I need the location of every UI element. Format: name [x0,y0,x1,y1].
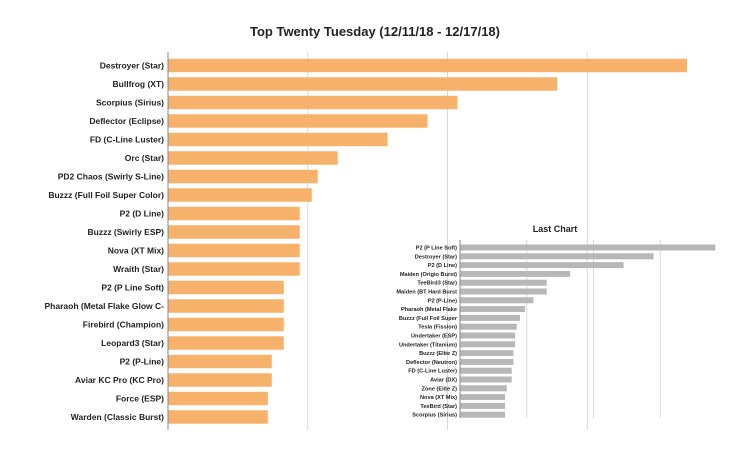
inset-bar [460,314,521,321]
inset-category-label: Buzzz (Full Foil Super [399,316,458,322]
inset-category-label: Buzzz (Elite Z) [419,351,457,357]
inset-category-label: FD (C-Line Luster) [408,369,457,375]
inset-category-label: Maiden (BT Hard Burst [396,289,457,295]
inset-bar [460,411,506,418]
main-category-label: P2 (D Line) [120,208,165,218]
main-bar [168,262,300,276]
main-category-label: Buzzz (Swirly ESP) [87,227,164,237]
inset-category-label: Nova (XT Mix) [420,395,457,401]
inset-category-label: P2 (D Line) [428,263,457,269]
main-bar [168,243,300,258]
main-category-label: P2 (P-Line) [120,356,165,366]
main-bar [168,132,388,147]
main-bar [168,391,268,406]
main-bar [168,373,272,387]
main-category-label: Wraith (Star) [113,264,164,274]
inset-bar [460,367,512,374]
main-category-label: Warden (Classic Burst) [71,412,164,422]
main-category-label: P2 (P Line Soft) [101,282,164,292]
main-bar [168,114,428,128]
inset-bar [460,288,547,295]
inset-category-label: Destroyer (Star) [415,254,457,260]
inset-category-label: Undertaker (ESP) [411,333,457,339]
inset-bar [460,323,517,330]
inset-category-label: Aviar (DX) [430,377,457,383]
main-bar [168,58,688,73]
main-category-label: Firebird (Champion) [83,319,164,329]
main-category-label: Nova (XT Mix) [108,245,164,255]
inset-bar [460,385,507,392]
inset-category-label: Maiden (Origio Burst) [400,272,457,278]
inset-category-label: Undertaker (Titanium) [399,342,457,348]
inset-bar [460,244,716,251]
inset-bar [460,350,514,357]
inset-bar [460,358,514,365]
main-category-label: Orc (Star) [125,153,164,163]
inset-bar [460,279,547,286]
main-bar [168,410,268,424]
main-bar [168,77,558,91]
inset-category-label: TeeBird3 (Star) [417,281,457,287]
main-chart: Destroyer (Star) Bullfrog (XT) Scorpius (S… [45,52,688,430]
main-category-label: Pharaoh (Metal Flake Glow C- [45,301,165,311]
inset-bar [460,306,526,313]
inset-category-label: Zone (Elite Z) [422,386,458,392]
inset-category-label: Deflector (Neutron) [406,360,457,366]
main-category-label: Scorpius (Sirius) [96,97,164,107]
inset-chart-title: Last Chart [533,224,578,234]
inset-bar [460,341,516,348]
main-bar [168,206,300,221]
main-bar [168,169,318,184]
inset-bar [460,253,654,260]
main-bar [168,188,312,202]
inset-category-label: TeeBird (Star) [420,404,457,410]
inset-category-label: Pharaoh (Metal Flake [401,307,457,313]
inset-bar [460,332,516,339]
main-category-label: Bullfrog (XT) [113,79,165,89]
main-bar [168,225,300,239]
inset-bar [460,297,534,304]
main-bar [168,151,338,165]
main-category-label: Leopard3 (Star) [101,338,164,348]
inset-category-label: Tesla (Fission) [418,325,457,331]
main-category-label: Destroyer (Star) [100,60,164,70]
inset-bar [460,262,624,269]
main-bar [168,336,284,350]
inset-category-label: Scorpius (Sirius) [412,413,457,419]
main-category-label: Deflector (Eclipse) [89,116,164,126]
inset-bar [460,402,506,409]
main-chart-title: Top Twenty Tuesday (12/11/18 - 12/17/18) [250,24,500,39]
inset-category-label: P2 (P-Line) [428,298,457,304]
inset-bar [460,270,571,277]
main-category-label: Buzzz (Full Foil Super Color) [48,190,164,200]
main-category-label: Aviar KC Pro (KC Pro) [75,375,164,385]
inset-chart: P2 (P Line Soft) Destroyer (Star) P2 (D Li… [396,240,716,419]
main-bar [168,299,284,313]
inset-bar [460,394,506,401]
main-category-label: PD2 Chaos (Swirly S-Line) [58,171,164,181]
main-bar [168,95,458,110]
inset-category-label: P2 (P Line Soft) [416,245,457,251]
main-bar [168,317,284,332]
main-bar [168,354,272,369]
main-bar [168,280,284,295]
main-category-label: FD (C-Line Luster) [90,134,164,144]
inset-bar [460,376,512,383]
main-category-label: Force (ESP) [116,393,164,403]
